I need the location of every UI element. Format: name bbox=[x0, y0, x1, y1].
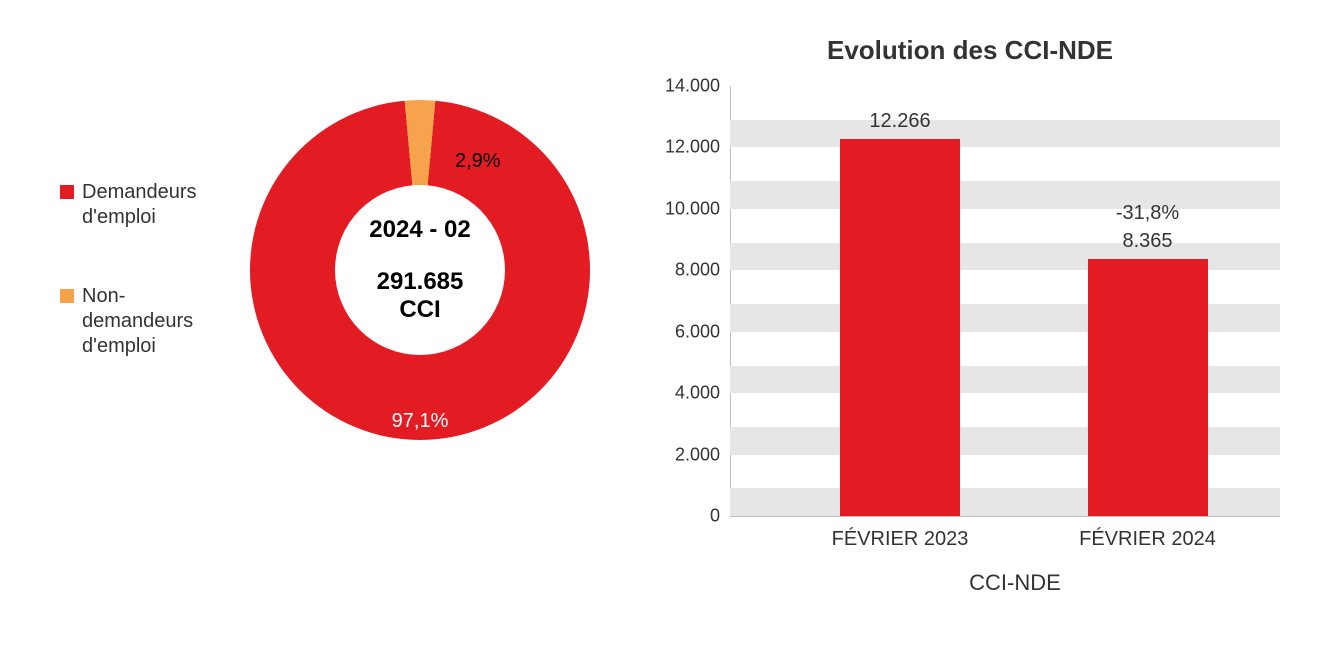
bar bbox=[840, 139, 960, 516]
donut-center: 2024 - 02 291.685CCI bbox=[335, 185, 505, 355]
y-tick-label: 10.000 bbox=[640, 198, 720, 219]
bar bbox=[1088, 259, 1208, 516]
legend-label: Demandeurs d'emploi bbox=[82, 180, 230, 230]
donut-center-line1: 2024 - 02 bbox=[369, 216, 470, 244]
legend-item: Demandeurs d'emploi bbox=[60, 180, 230, 230]
x-tick-label: FÉVRIER 2024 bbox=[1038, 528, 1258, 551]
bar-value-label: 8.365 bbox=[1048, 230, 1248, 253]
donut-chart: 2024 - 02 291.685CCI 2,9% 97,1% bbox=[250, 100, 590, 440]
legend-label: Non-demandeurs d'emploi bbox=[82, 284, 230, 359]
bar-delta-label: -31,8% bbox=[1048, 202, 1248, 225]
donut-slice-label-minor: 2,9% bbox=[455, 150, 501, 173]
dashboard-root: Demandeurs d'emploi Non-demandeurs d'empl… bbox=[0, 0, 1337, 651]
y-tick-label: 4.000 bbox=[640, 383, 720, 404]
legend-swatch bbox=[60, 289, 74, 303]
x-tick-label: FÉVRIER 2023 bbox=[790, 528, 1010, 551]
bar-chart: Evolution des CCI-NDE 02.0004.0006.0008.… bbox=[640, 35, 1300, 615]
legend-swatch bbox=[60, 185, 74, 199]
y-tick-label: 2.000 bbox=[640, 444, 720, 465]
donut-slice-label-major: 97,1% bbox=[250, 410, 590, 433]
legend-item: Non-demandeurs d'emploi bbox=[60, 284, 230, 359]
donut-center-line2: 291.685CCI bbox=[377, 268, 464, 323]
bar-value-label: 12.266 bbox=[800, 110, 1000, 133]
y-tick-label: 0 bbox=[640, 506, 720, 527]
bar-x-title: CCI-NDE bbox=[730, 570, 1300, 596]
donut-legend: Demandeurs d'emploi Non-demandeurs d'empl… bbox=[60, 180, 230, 413]
y-tick-label: 6.000 bbox=[640, 321, 720, 342]
bar-plot-area: 02.0004.0006.0008.00010.00012.00014.0001… bbox=[730, 86, 1280, 516]
y-tick-label: 8.000 bbox=[640, 260, 720, 281]
bar-chart-title: Evolution des CCI-NDE bbox=[640, 35, 1300, 66]
y-tick-label: 14.000 bbox=[640, 76, 720, 97]
y-tick-label: 12.000 bbox=[640, 137, 720, 158]
bar-x-labels: FÉVRIER 2023 FÉVRIER 2024 bbox=[730, 516, 1280, 556]
